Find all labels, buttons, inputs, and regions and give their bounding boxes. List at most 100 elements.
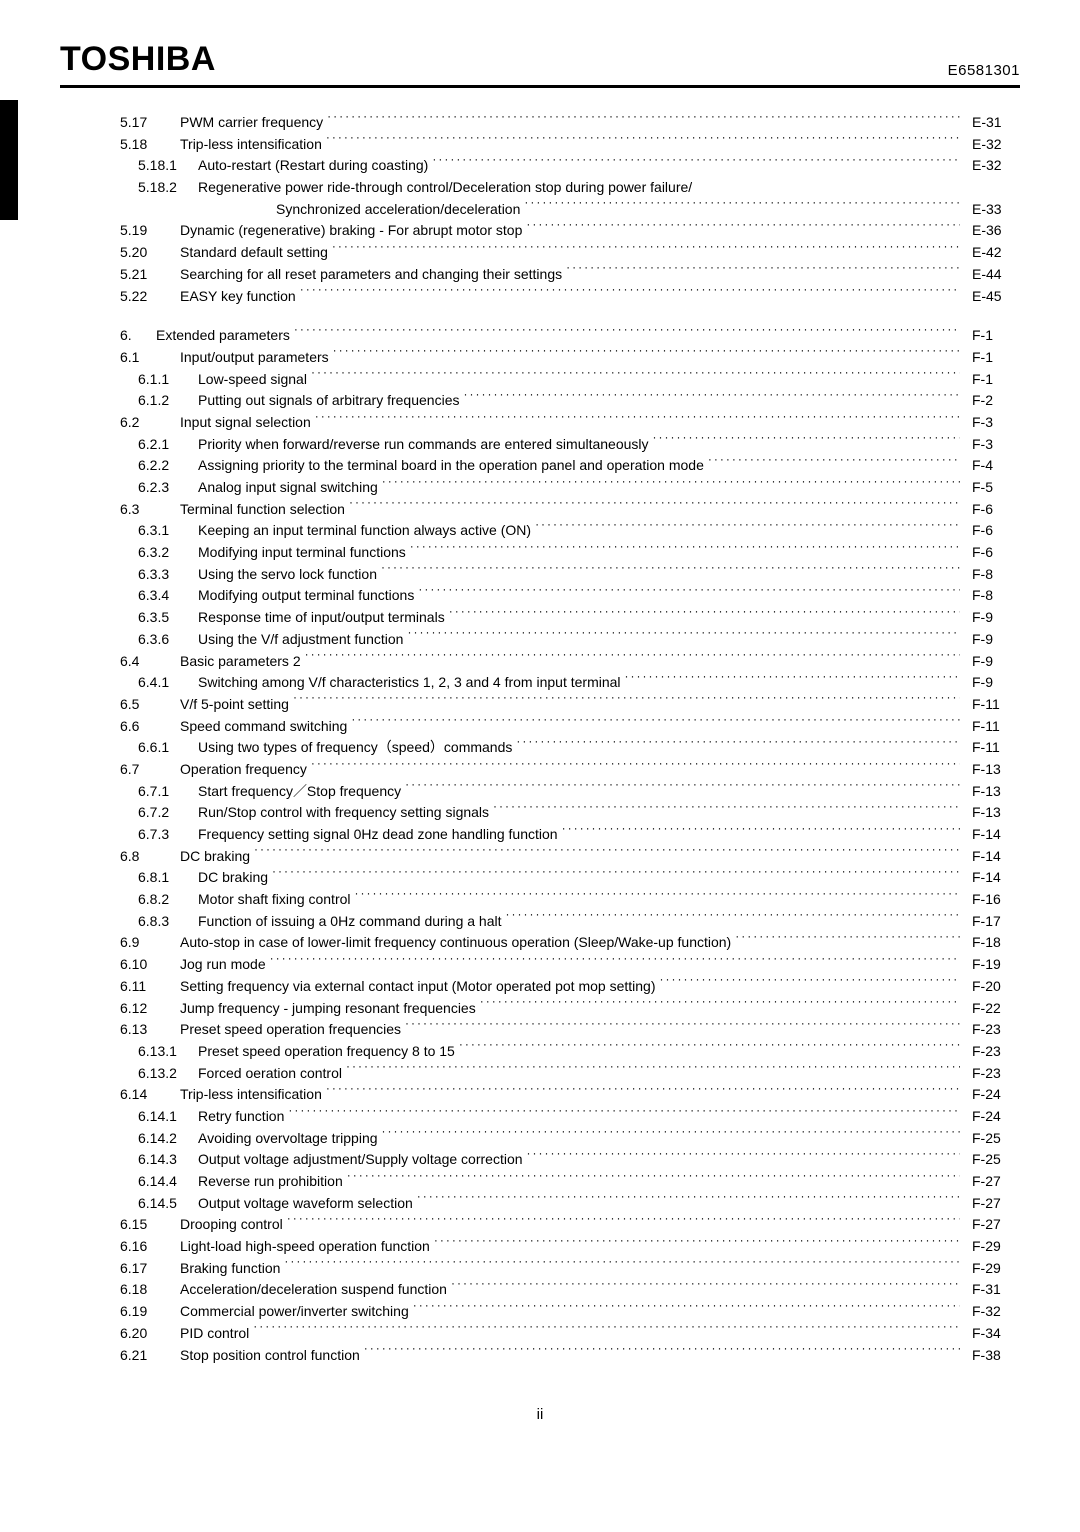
toc-row: 6.14.3Output voltage adjustment/Supply v…	[120, 1149, 1010, 1171]
toc-leader	[270, 955, 960, 969]
toc-number: 6.5	[120, 694, 180, 716]
toc-row: 6.13.1Preset speed operation frequency 8…	[120, 1041, 1010, 1063]
toc-row: 6.8DC brakingF-14	[120, 846, 1010, 868]
toc-leader	[287, 1215, 960, 1229]
toc-page: F-8	[960, 564, 1010, 586]
toc-row: 6.Extended parametersF-1	[120, 325, 1010, 347]
toc-page: E-33	[960, 199, 1010, 221]
toc-row: 6.7.1Start frequency／Stop frequencyF-13	[120, 781, 1010, 803]
toc-number: 6.9	[120, 932, 180, 954]
toc-leader	[410, 543, 960, 557]
toc-row: 6.14.4Reverse run prohibitionF-27	[120, 1171, 1010, 1193]
toc-page: F-13	[960, 759, 1010, 781]
toc-page: E-32	[960, 155, 1010, 177]
toc-title: Regenerative power ride-through control/…	[198, 177, 696, 199]
toc-leader	[527, 1150, 960, 1164]
toc-row: 6.15Drooping controlF-27	[120, 1214, 1010, 1236]
toc-title: Using two types of frequency（speed）comma…	[198, 737, 516, 759]
toc-title: Terminal function selection	[180, 499, 349, 521]
toc-number: 6.7	[120, 759, 180, 781]
toc-page: F-2	[960, 390, 1010, 412]
toc-title: Preset speed operation frequencies	[180, 1019, 405, 1041]
toc-page: F-24	[960, 1084, 1010, 1106]
toc-number: 6.14.4	[120, 1171, 198, 1193]
toc-page: F-9	[960, 607, 1010, 629]
toc-row: 6.3.4Modifying output terminal functions…	[120, 585, 1010, 607]
toc-row: 6.2.3Analog input signal switchingF-5	[120, 477, 1010, 499]
toc-leader	[459, 1042, 960, 1056]
toc-number: 6.8	[120, 846, 180, 868]
toc-row: 6.6.1Using two types of frequency（speed）…	[120, 737, 1010, 759]
toc-leader	[413, 1302, 960, 1316]
toc-number: 6.10	[120, 954, 180, 976]
toc-title: DC braking	[180, 846, 254, 868]
toc-page: F-9	[960, 651, 1010, 673]
toc-number: 5.20	[120, 242, 180, 264]
toc-number: 5.18.2	[120, 177, 198, 199]
toc-number: 6.14	[120, 1084, 180, 1106]
toc-title: Analog input signal switching	[198, 477, 382, 499]
toc-leader	[417, 1194, 960, 1208]
toc-number: 6.4.1	[120, 672, 198, 694]
toc-page: F-38	[960, 1345, 1010, 1367]
toc-row: 6.7Operation frequencyF-13	[120, 759, 1010, 781]
toc-page: F-1	[960, 325, 1010, 347]
toc-row: 6.12Jump frequency - jumping resonant fr…	[120, 998, 1010, 1020]
toc-number: 6.1.2	[120, 390, 198, 412]
toc-leader	[284, 1259, 960, 1273]
toc-leader	[272, 868, 960, 882]
toc-leader	[405, 782, 960, 796]
toc-title: Drooping control	[180, 1214, 287, 1236]
toc-page: F-23	[960, 1019, 1010, 1041]
toc-leader	[311, 370, 960, 384]
toc-page: F-20	[960, 976, 1010, 998]
toc-title: Keeping an input terminal function alway…	[198, 520, 535, 542]
toc-page: F-14	[960, 867, 1010, 889]
toc-row: 6.4.1Switching among V/f characteristics…	[120, 672, 1010, 694]
toc-row: 6.14.1Retry functionF-24	[120, 1106, 1010, 1128]
toc-page: F-29	[960, 1236, 1010, 1258]
toc-title: Avoiding overvoltage tripping	[198, 1128, 382, 1150]
toc-row: 6.10Jog run modeF-19	[120, 954, 1010, 976]
toc-leader	[434, 1237, 960, 1251]
toc-number: 6.2	[120, 412, 180, 434]
toc-title: Using the servo lock function	[198, 564, 381, 586]
toc-leader	[311, 760, 960, 774]
toc-row: 6.7.2Run/Stop control with frequency set…	[120, 802, 1010, 824]
toc-title: Switching among V/f characteristics 1, 2…	[198, 672, 625, 694]
toc-row: 5.18.1Auto-restart (Restart during coast…	[120, 155, 1010, 177]
toc-row: 6.8.1DC brakingF-14	[120, 867, 1010, 889]
toc-title: Auto-stop in case of lower-limit frequen…	[180, 932, 735, 954]
toc-number: 6.8.1	[120, 867, 198, 889]
toc-title: Motor shaft fixing control	[198, 889, 355, 911]
toc-page: F-17	[960, 911, 1010, 933]
toc-leader	[418, 586, 960, 600]
toc-page: F-29	[960, 1258, 1010, 1280]
toc-title: Synchronized acceleration/deceleration	[198, 199, 524, 221]
toc-page: E-32	[960, 134, 1010, 156]
toc-leader	[660, 977, 961, 991]
toc-row: 6.11Setting frequency via external conta…	[120, 976, 1010, 998]
toc-number: 5.22	[120, 286, 180, 308]
toc-number: 6.14.3	[120, 1149, 198, 1171]
toc-number: 5.18.1	[120, 155, 198, 177]
toc-number: 6.18	[120, 1279, 180, 1301]
toc-title: Putting out signals of arbitrary frequen…	[198, 390, 463, 412]
toc-leader	[516, 738, 960, 752]
toc-page: E-44	[960, 264, 1010, 286]
toc-number: 6.1.1	[120, 369, 198, 391]
toc-title: Retry function	[198, 1106, 288, 1128]
toc-row: 6.7.3Frequency setting signal 0Hz dead z…	[120, 824, 1010, 846]
toc-page: F-11	[960, 716, 1010, 738]
toc-number: 6.7.2	[120, 802, 198, 824]
toc-row: 6.21Stop position control functionF-38	[120, 1345, 1010, 1367]
document-code: E6581301	[948, 62, 1020, 79]
toc-number: 6.3.3	[120, 564, 198, 586]
toc-leader	[526, 221, 960, 235]
toc-row: 6.17Braking functionF-29	[120, 1258, 1010, 1280]
toc-title: Preset speed operation frequency 8 to 15	[198, 1041, 459, 1063]
toc-row: 5.17PWM carrier frequencyE-31	[120, 112, 1010, 134]
toc-number: 6.13.1	[120, 1041, 198, 1063]
toc-row: 6.6Speed command switchingF-11	[120, 716, 1010, 738]
toc-leader	[381, 565, 960, 579]
